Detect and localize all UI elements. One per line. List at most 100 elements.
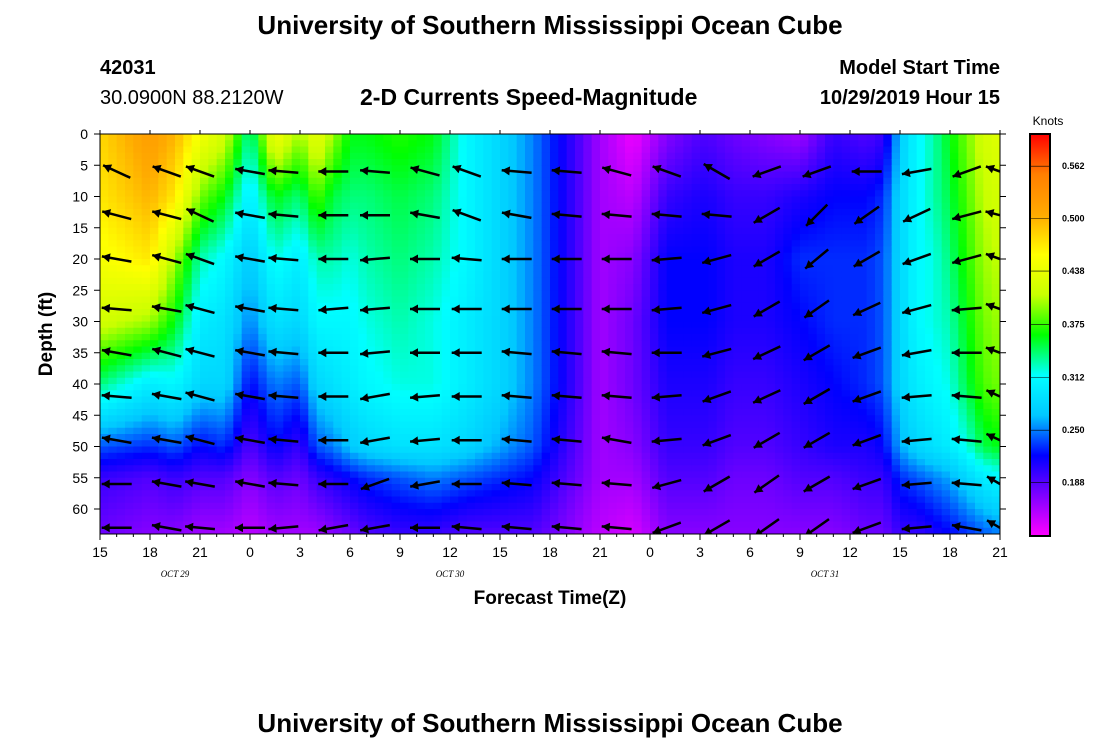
heatmap-cell [600,171,609,179]
heatmap-cell [116,396,126,404]
heatmap-cell [108,290,118,298]
heatmap-cell [441,302,451,310]
heatmap-cell [608,284,618,291]
heatmap-cell [225,440,234,448]
heatmap-cell [575,477,584,485]
heatmap-cell [700,465,709,473]
heatmap-cell [616,434,626,441]
heatmap-cell [691,440,701,448]
heatmap-cell [183,521,193,529]
heatmap-cell [366,490,376,498]
heatmap-cell [266,346,276,354]
heatmap-cell [291,134,301,141]
heatmap-cell [550,171,559,179]
heatmap-cell [483,159,493,166]
heatmap-cell [683,259,693,266]
heatmap-cell [325,227,334,235]
heatmap-cell [291,365,301,373]
heatmap-cell [533,327,543,335]
heatmap-cell [191,190,201,198]
heatmap-cell [325,271,334,279]
heatmap-cell [650,365,659,373]
heatmap-cell [308,196,318,204]
heatmap-cell [733,459,743,466]
heatmap-cell [116,496,126,504]
heatmap-cell [300,446,309,454]
heatmap-cell [716,384,726,391]
heatmap-cell [391,409,401,416]
heatmap-cell [400,146,409,154]
heatmap-cell [691,140,701,148]
heatmap-cell [641,396,651,404]
heatmap-cell [308,327,318,335]
heatmap-cell [633,365,643,373]
heatmap-cell [550,434,559,441]
heatmap-cell [725,471,734,479]
heatmap-cell [283,327,293,335]
heatmap-cell [333,452,343,460]
heatmap-cell [166,477,176,485]
heatmap-cell [383,190,393,198]
heatmap-cell [466,452,476,460]
heatmap-cell [583,515,593,523]
heatmap-cell [566,484,576,491]
heatmap-cell [733,434,743,441]
heatmap-cell [216,259,226,266]
heatmap-cell [316,159,326,166]
heatmap-cell [425,221,434,229]
heatmap-cell [366,415,376,423]
heatmap-cell [341,134,351,141]
heatmap-cell [341,434,351,441]
heatmap-cell [608,202,618,210]
heatmap-cell [366,159,376,166]
heatmap-cell [700,490,709,498]
heatmap-cell [366,365,376,373]
heatmap-cell [358,159,368,166]
heatmap-cell [733,490,743,498]
heatmap-cell [558,209,568,216]
heatmap-cell [641,140,651,148]
heatmap-cell [116,371,126,379]
heatmap-cell [500,177,509,185]
heatmap-cell [183,496,193,504]
heatmap-cell [408,302,418,310]
heatmap-cell [275,284,284,291]
heatmap-cell [458,321,468,329]
heatmap-cell [108,415,118,423]
heatmap-cell [116,290,126,298]
heatmap-cell [433,334,443,341]
heatmap-cell [533,146,543,154]
heatmap-cell [200,434,209,441]
heatmap-cell [283,396,293,404]
heatmap-cell [225,365,234,373]
heatmap-cell [258,527,268,534]
heatmap-cell [308,215,318,223]
heatmap-cell [316,190,326,198]
heatmap-cell [650,159,659,166]
heatmap-cell [275,334,284,341]
heatmap-cell [525,271,534,279]
heatmap-cell [341,184,351,191]
heatmap-cell [508,177,518,185]
heatmap-cell [500,509,509,516]
heatmap-cell [741,459,751,466]
heatmap-cell [450,196,459,204]
heatmap-cell [725,390,734,398]
heatmap-cell [575,365,584,373]
heatmap-cell [433,309,443,316]
heatmap-cell [383,146,393,154]
heatmap-cell [633,309,643,316]
heatmap-cell [250,396,259,404]
heatmap-cell [275,290,284,298]
heatmap-cell [625,302,634,310]
heatmap-cell [166,165,176,173]
heatmap-cell [241,484,251,491]
heatmap-cell [291,196,301,204]
heatmap-cell [591,465,601,473]
heatmap-cell [733,521,743,529]
heatmap-cell [225,346,234,354]
heatmap-cell [400,221,409,229]
heatmap-cell [683,446,693,454]
heatmap-cell [550,321,559,329]
heatmap-cell [325,459,334,466]
